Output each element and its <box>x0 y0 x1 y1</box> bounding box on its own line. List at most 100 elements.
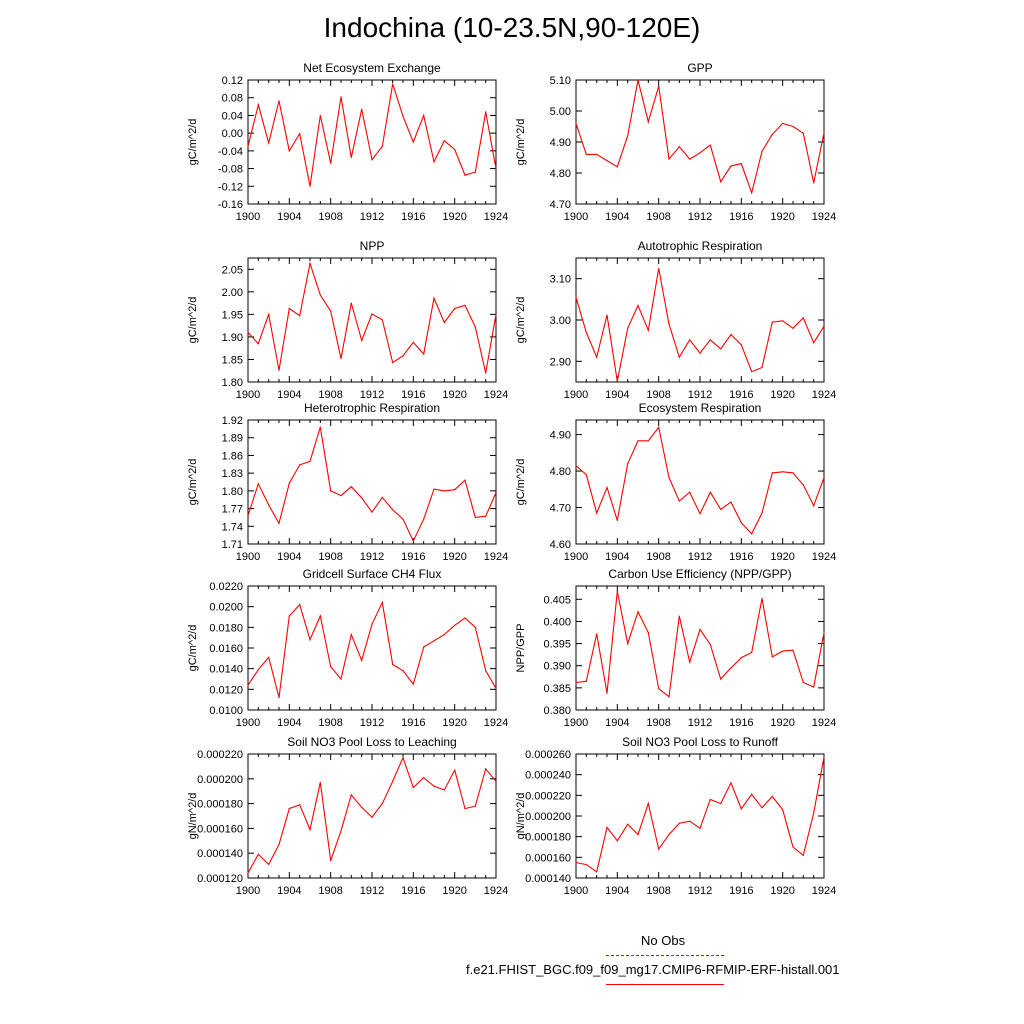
y-tick-label: -0.04 <box>218 146 243 158</box>
data-point <box>689 491 691 493</box>
x-tick-label: 1904 <box>277 389 301 401</box>
x-tick-label: 1904 <box>277 551 301 563</box>
data-point <box>689 661 691 663</box>
legend-case-line <box>606 984 724 985</box>
data-point <box>464 479 466 481</box>
data-point <box>596 153 598 155</box>
data-point <box>678 822 680 824</box>
data-point <box>340 830 342 832</box>
y-axis-label: NPP/GPP <box>515 624 527 673</box>
data-point <box>371 623 373 625</box>
data-point <box>423 353 425 355</box>
data-point <box>658 267 660 269</box>
data-point <box>771 472 773 474</box>
y-tick-label: 4.80 <box>550 168 571 180</box>
y-tick-label: 1.89 <box>222 433 243 445</box>
x-tick-label: 1920 <box>442 551 466 563</box>
data-point <box>802 681 804 684</box>
chart-title: Autotrophic Respiration <box>638 239 763 253</box>
data-point <box>792 472 794 474</box>
data-point <box>350 633 352 636</box>
data-point <box>637 611 639 613</box>
data-point <box>371 816 373 818</box>
data-point <box>381 145 383 148</box>
data-point <box>637 834 639 836</box>
x-tick-label: 1900 <box>236 211 260 223</box>
chart-title: Ecosystem Respiration <box>639 401 762 415</box>
data-point <box>720 803 722 805</box>
x-tick-label: 1904 <box>605 885 629 897</box>
data-point <box>606 692 608 694</box>
data-point <box>412 540 414 542</box>
data-point <box>485 670 487 672</box>
data-point <box>361 108 363 110</box>
data-point <box>361 659 363 662</box>
data-point <box>371 313 373 315</box>
data-point <box>761 597 763 600</box>
y-tick-label: 4.80 <box>550 466 571 478</box>
x-tick-label: 1908 <box>318 885 342 897</box>
x-tick-label: 1916 <box>729 885 753 897</box>
data-point <box>720 678 722 680</box>
x-tick-label: 1908 <box>318 551 342 563</box>
data-point <box>761 512 763 514</box>
data-point <box>647 631 649 634</box>
series-line <box>575 79 825 195</box>
data-point <box>454 148 456 151</box>
data-point <box>340 357 342 360</box>
data-point <box>647 329 649 331</box>
chart-title: Soil NO3 Pool Loss to Leaching <box>287 735 456 749</box>
data-point <box>709 643 711 646</box>
data-point <box>288 307 290 310</box>
data-point <box>495 167 497 170</box>
data-point <box>454 769 456 771</box>
plot-frame <box>575 257 825 383</box>
data-point <box>392 509 394 511</box>
data-point <box>402 670 404 672</box>
data-point <box>330 310 332 312</box>
data-point <box>402 757 404 759</box>
data-point <box>309 829 311 831</box>
y-tick-label: -0.12 <box>218 181 243 193</box>
y-tick-label: 4.60 <box>550 539 571 551</box>
data-point <box>340 494 342 497</box>
data-point <box>288 615 290 617</box>
data-point <box>309 460 311 462</box>
plot-frame <box>575 79 825 205</box>
y-tick-label: 1.86 <box>222 450 243 462</box>
y-tick-label: -0.08 <box>218 164 243 176</box>
data-point <box>350 156 352 159</box>
chart-panel-2: GPP gC/m^2/d 1900 1904 1908 1912 1916 1920 1924 4… <box>515 61 836 223</box>
x-tick-label: 1912 <box>360 717 384 729</box>
x-tick-label: 1920 <box>770 717 794 729</box>
data-point <box>392 780 394 782</box>
y-axis-label: gC/m^2/d <box>187 297 199 344</box>
x-tick-label: 1912 <box>360 551 384 563</box>
x-tick-label: 1920 <box>770 551 794 563</box>
x-tick-label: 1904 <box>605 389 629 401</box>
data-point <box>443 321 445 324</box>
data-point <box>247 872 249 874</box>
data-point <box>485 372 487 374</box>
data-point <box>668 477 670 479</box>
x-tick-label: 1912 <box>688 717 712 729</box>
y-tick-label: 1.74 <box>222 521 243 533</box>
x-tick-label: 1912 <box>688 885 712 897</box>
chart-panel-10: Soil NO3 Pool Loss to Runoff gN/m^2/d 1900… <box>515 735 836 897</box>
data-point <box>485 768 487 770</box>
data-point <box>299 604 301 606</box>
plot-frame <box>575 419 825 545</box>
data-point <box>423 518 425 520</box>
data-point <box>443 490 445 492</box>
chart-title: GPP <box>687 61 712 75</box>
data-point <box>740 808 742 810</box>
data-point <box>740 522 742 524</box>
data-point <box>423 646 425 648</box>
data-point <box>454 624 456 626</box>
data-point <box>792 649 794 651</box>
data-point <box>371 159 373 161</box>
chart-title: Gridcell Surface CH4 Flux <box>303 567 442 581</box>
data-point <box>412 786 414 789</box>
data-point <box>350 794 352 796</box>
y-tick-label: 0.000240 <box>525 770 571 782</box>
